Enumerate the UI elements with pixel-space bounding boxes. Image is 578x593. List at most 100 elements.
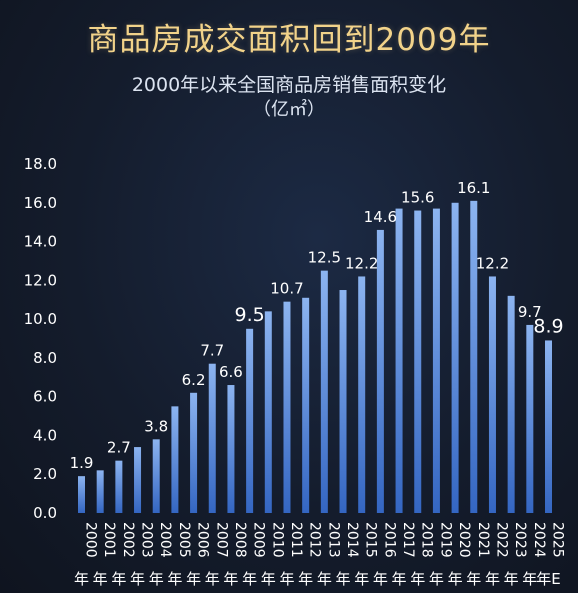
svg-text:2016: 2016 xyxy=(381,522,397,558)
svg-text:年: 年 xyxy=(186,570,201,588)
bar xyxy=(507,295,515,513)
svg-text:2012: 2012 xyxy=(307,522,323,558)
svg-text:年: 年 xyxy=(373,570,388,588)
bar xyxy=(432,208,440,513)
x-tick-label: 2019 年 xyxy=(429,522,454,588)
bar xyxy=(78,476,85,513)
svg-text:年: 年 xyxy=(205,570,220,588)
svg-text:年: 年 xyxy=(317,570,332,588)
svg-text:年: 年 xyxy=(111,570,126,588)
svg-text:年: 年 xyxy=(279,570,294,588)
svg-text:2015: 2015 xyxy=(363,522,379,558)
bar xyxy=(488,276,496,513)
svg-text:年: 年 xyxy=(429,570,444,588)
x-tick-label: 2017 年 xyxy=(392,522,417,588)
bar xyxy=(414,210,422,514)
x-tick-label: 2002 年 xyxy=(111,522,136,588)
svg-text:年: 年 xyxy=(223,570,238,588)
value-label: 12.2 xyxy=(345,254,378,272)
x-tick-label: 2001 年 xyxy=(93,522,118,588)
svg-text:2006: 2006 xyxy=(195,522,211,558)
svg-text:年: 年 xyxy=(504,570,519,588)
svg-text:2025: 2025 xyxy=(550,522,566,558)
svg-text:年: 年 xyxy=(167,570,182,588)
svg-text:2004: 2004 xyxy=(157,522,173,558)
x-tick-label: 2006 年 xyxy=(186,522,211,588)
svg-text:年E: 年E xyxy=(536,570,560,588)
svg-text:年: 年 xyxy=(448,570,463,588)
x-tick-label: 2014 年 xyxy=(336,522,361,588)
bar xyxy=(358,276,366,513)
bar xyxy=(227,385,235,513)
svg-text:年: 年 xyxy=(522,570,537,588)
svg-text:年: 年 xyxy=(149,570,164,588)
svg-text:2019: 2019 xyxy=(437,522,453,558)
bar xyxy=(376,229,384,513)
bar xyxy=(451,202,459,513)
value-label: 7.7 xyxy=(200,342,224,360)
svg-text:年: 年 xyxy=(336,570,351,588)
x-tick-label: 2005 年 xyxy=(167,522,192,588)
svg-text:2000: 2000 xyxy=(83,522,99,558)
y-tick-label: 2.0 xyxy=(33,465,57,483)
chart-title: 商品房成交面积回到2009年 xyxy=(87,22,491,58)
x-tick-label: 2016 年 xyxy=(373,522,398,588)
value-label: 3.8 xyxy=(144,417,168,435)
value-labels: 1.92.73.86.27.76.69.510.712.5 12.214.615.… xyxy=(70,179,564,472)
bar xyxy=(171,406,179,513)
x-tick-label: 2025 年E xyxy=(536,522,565,588)
value-label: 9.7 xyxy=(518,303,542,321)
bar xyxy=(246,328,254,513)
svg-text:2011: 2011 xyxy=(288,522,304,558)
y-tick-label: 12.0 xyxy=(24,271,57,289)
bar xyxy=(264,311,272,513)
value-label: 16.1 xyxy=(457,179,490,197)
svg-text:年: 年 xyxy=(242,570,257,588)
svg-text:2008: 2008 xyxy=(232,522,248,558)
y-tick-label: 4.0 xyxy=(33,426,57,444)
svg-text:2013: 2013 xyxy=(325,522,341,558)
x-tick-label: 2009 年 xyxy=(242,522,267,588)
svg-text:2022: 2022 xyxy=(493,522,509,558)
bar xyxy=(190,392,198,513)
y-tick-label: 6.0 xyxy=(33,388,57,406)
svg-text:2014: 2014 xyxy=(344,522,360,558)
svg-text:年: 年 xyxy=(485,570,500,588)
y-tick-label: 8.0 xyxy=(33,349,57,367)
svg-text:年: 年 xyxy=(354,570,369,588)
value-label: 12.5 xyxy=(308,249,341,267)
bar xyxy=(302,297,310,513)
x-tick-label: 2018 年 xyxy=(410,522,435,588)
y-axis: 0.0 2.0 4.0 6.0 8.0 10.0 12.0 14.0 16.0 18.0 xyxy=(24,155,57,522)
value-label: 8.9 xyxy=(533,315,563,337)
bar xyxy=(115,460,123,513)
value-label: 6.2 xyxy=(182,371,206,389)
x-tick-label: 2008 年 xyxy=(223,522,248,588)
svg-text:2002: 2002 xyxy=(120,522,136,558)
chart-subtitle: 2000年以来全国商品房销售面积变化 xyxy=(131,74,447,96)
bar xyxy=(283,301,291,513)
x-tick-label: 2007 年 xyxy=(205,522,230,588)
svg-text:2010: 2010 xyxy=(269,522,285,558)
x-tick-label: 2015 年 xyxy=(354,522,379,588)
x-tick-label: 2003 年 xyxy=(130,522,155,588)
x-tick-label: 2021 年 xyxy=(466,522,491,588)
bar xyxy=(96,470,104,513)
svg-text:2005: 2005 xyxy=(176,522,192,558)
value-label: 14.6 xyxy=(364,208,397,226)
y-tick-label: 14.0 xyxy=(24,233,57,251)
svg-text:2017: 2017 xyxy=(400,522,416,558)
bar xyxy=(470,200,478,514)
x-tick-label: 2013 年 xyxy=(317,522,342,588)
y-tick-label: 16.0 xyxy=(24,194,57,212)
x-tick-label: 2012 年 xyxy=(298,522,323,588)
y-tick-label: 0.0 xyxy=(33,504,57,522)
svg-text:2021: 2021 xyxy=(475,522,491,558)
x-tick-label: 2024 年 xyxy=(522,522,547,588)
svg-text:2020: 2020 xyxy=(456,522,472,558)
bars xyxy=(78,200,552,514)
value-label: 2.7 xyxy=(107,439,131,457)
value-label: 1.9 xyxy=(70,454,94,472)
svg-text:2007: 2007 xyxy=(213,522,229,558)
